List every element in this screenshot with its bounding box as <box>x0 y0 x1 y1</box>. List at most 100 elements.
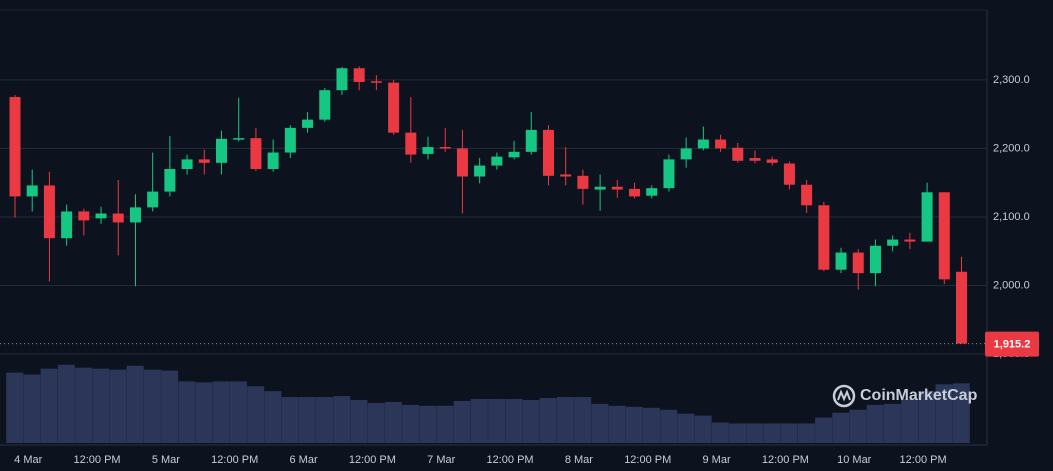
volume-bar <box>281 397 299 443</box>
candle-body <box>783 163 795 185</box>
volume-bar <box>419 405 437 443</box>
volume-bar <box>161 370 179 443</box>
volume-bar <box>866 404 884 443</box>
candle-body <box>422 147 434 154</box>
volume-bar <box>642 407 660 443</box>
x-tick-label: 9 Mar <box>703 454 731 466</box>
candle-body <box>216 138 228 163</box>
volume-bar <box>57 364 75 443</box>
candle-body <box>508 151 520 158</box>
volume-bar <box>264 391 282 443</box>
candle-body <box>869 245 881 274</box>
volume-bar <box>470 399 488 443</box>
volume-bar <box>556 397 574 443</box>
y-tick-label: 2,000.0 <box>993 279 1030 291</box>
volume-bar <box>229 381 247 443</box>
volume-bar <box>436 405 454 443</box>
candle-body <box>560 174 572 177</box>
watermark: CoinMarketCap <box>832 384 978 408</box>
candles <box>9 66 967 344</box>
candle-body <box>388 82 400 133</box>
volume-bar <box>505 399 523 443</box>
volume-bar <box>746 423 764 443</box>
volume-bar <box>574 397 592 443</box>
volume-bar <box>316 397 334 443</box>
volume-bar <box>6 372 24 443</box>
candle-body <box>697 139 709 149</box>
volume-bar <box>453 400 471 443</box>
volume-bar <box>212 381 230 443</box>
volume-bar <box>780 423 798 443</box>
volume-bar <box>729 423 747 443</box>
candle-body <box>938 192 950 280</box>
volume-bar <box>247 386 265 443</box>
candle-body <box>181 159 193 169</box>
volume-bar <box>333 396 351 443</box>
candle-body <box>353 68 365 82</box>
x-tick-label: 12:00 PM <box>487 454 534 466</box>
candle-body <box>112 213 124 223</box>
candle-body <box>852 252 864 274</box>
axes: 1,900.02,000.02,100.02,200.02,300.04 Mar… <box>0 74 1039 466</box>
candle-body <box>474 165 486 177</box>
volume-bar <box>608 405 626 443</box>
candle-body <box>904 239 916 242</box>
candle-body <box>663 159 675 189</box>
volume-bar <box>195 382 213 443</box>
candle-body <box>26 185 38 197</box>
y-tick-label: 2,200.0 <box>993 142 1030 154</box>
volume-bar <box>901 399 919 443</box>
candle-body <box>164 168 176 192</box>
candle-body <box>233 138 245 140</box>
volume-bar <box>625 406 643 443</box>
volume-bar <box>75 367 93 443</box>
volume-bar <box>402 404 420 443</box>
y-tick-label: 2,300.0 <box>993 74 1030 86</box>
candle-body <box>887 239 899 246</box>
x-tick-label: 12:00 PM <box>762 454 809 466</box>
candle-body <box>78 211 90 221</box>
candle-body <box>302 119 314 128</box>
candle-body <box>835 252 847 270</box>
volume-bar <box>935 384 953 443</box>
candle-body <box>439 147 451 149</box>
candle-body <box>611 186 623 190</box>
volume-bar <box>694 415 712 443</box>
candle-body <box>405 132 417 155</box>
candle-body <box>198 159 210 163</box>
watermark-logo-mark <box>837 389 851 402</box>
candle-body <box>284 127 296 153</box>
volume-bar <box>539 398 557 443</box>
x-tick-label: 12:00 PM <box>211 454 258 466</box>
volume-bar <box>126 365 144 443</box>
volume-bar <box>849 409 867 443</box>
candle-body <box>715 139 727 149</box>
candle-body <box>680 148 692 160</box>
candle-body <box>250 138 262 169</box>
volume-bar <box>591 403 609 443</box>
candle-body <box>732 147 744 161</box>
volume-bar <box>367 402 385 443</box>
volume-bar <box>23 374 41 443</box>
volume-bar <box>883 403 901 443</box>
last-price-label: 1,915.2 <box>994 338 1031 350</box>
x-tick-label: 10 Mar <box>837 454 872 466</box>
volume-bar <box>660 409 678 443</box>
watermark-logo <box>832 384 856 408</box>
volume-bar <box>918 391 936 443</box>
y-tick-label: 2,100.0 <box>993 211 1030 223</box>
x-tick-label: 12:00 PM <box>900 454 947 466</box>
volume-bar <box>40 368 58 443</box>
candle-body <box>95 213 107 219</box>
x-tick-label: 4 Mar <box>14 454 42 466</box>
candle-body <box>147 191 159 208</box>
volume-pane <box>6 364 970 443</box>
x-tick-label: 8 Mar <box>565 454 593 466</box>
candle-body <box>749 158 761 161</box>
candle-body <box>956 271 967 344</box>
volume-bar <box>143 369 161 443</box>
candle-body <box>577 175 589 189</box>
volume-bar <box>384 401 402 443</box>
candle-body <box>921 192 933 242</box>
